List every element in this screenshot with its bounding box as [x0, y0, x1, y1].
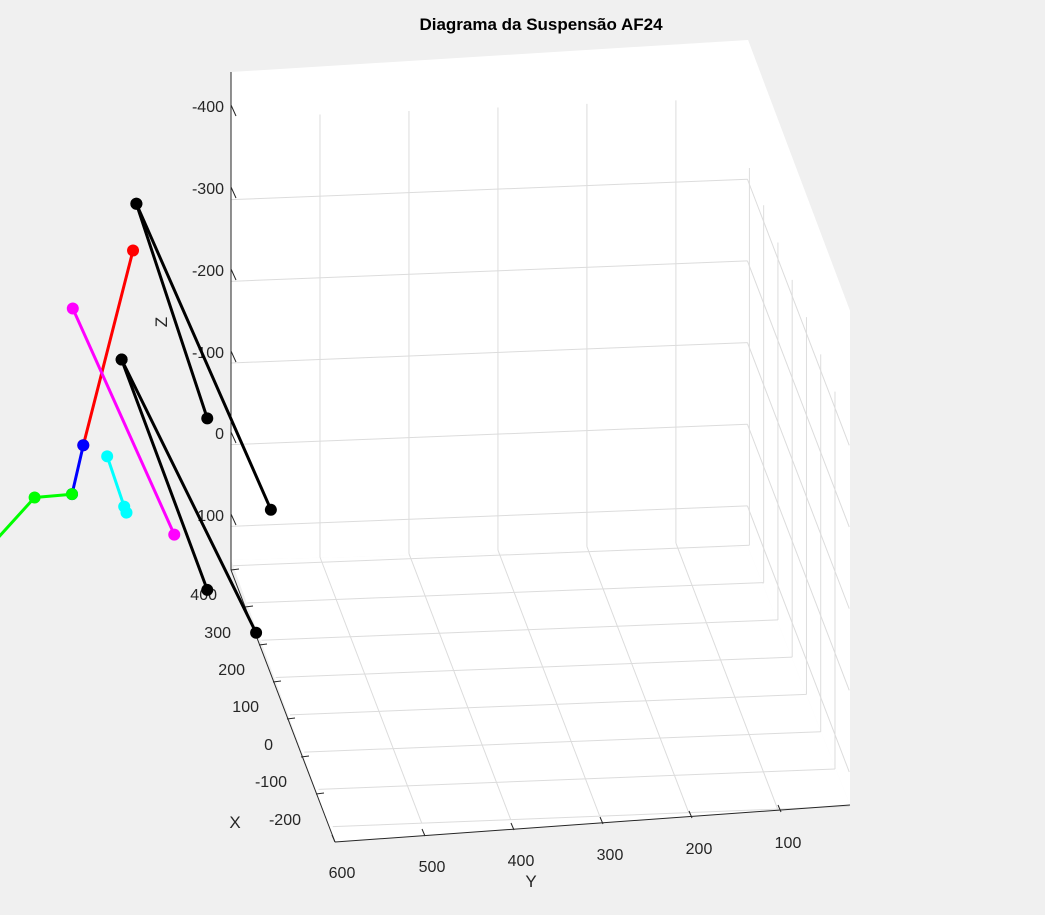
x-tick-mark: [286, 717, 296, 720]
y-tick-label: 100: [775, 835, 802, 852]
z-tick-label: 100: [197, 508, 224, 525]
y-tick-label: 600: [329, 865, 356, 882]
gridline: [247, 582, 764, 604]
series-point-tie-rod: [66, 302, 79, 315]
series-line-lower-wishbone-front: [120, 358, 209, 592]
series-point-tie-rod: [168, 528, 181, 541]
series-line-rocker: [70, 443, 85, 496]
z-tick-label: 0: [215, 426, 224, 443]
gridline: [746, 342, 850, 609]
x-tick-label: 100: [232, 699, 259, 716]
z-tick-label: -300: [192, 181, 224, 198]
x-tick-mark: [315, 792, 325, 795]
x-axis-label: X: [229, 813, 240, 832]
y-tick-mark: [331, 834, 336, 843]
y-axis-line: [334, 804, 851, 843]
x-tick-mark: [300, 755, 310, 758]
y-tick-labels: 600 500 400 300 200 100: [329, 835, 802, 882]
z-tick-label: -100: [192, 345, 224, 362]
chart-title: Diagrama da Suspensão AF24: [419, 15, 663, 34]
series-point-lower-wishbone-rear: [250, 626, 263, 639]
y-tick-mark: [777, 804, 782, 813]
gridline: [497, 549, 601, 817]
x-tick-labels: 400 300 200 100 0 -100 -200: [190, 587, 301, 829]
side-wall: [748, 40, 850, 805]
y-tick-mark: [421, 828, 426, 837]
z-tick-mark: [230, 513, 237, 526]
series-point-upright: [101, 450, 114, 463]
gridline: [304, 731, 821, 753]
series-point-upper-wishbone-rear: [264, 503, 277, 516]
gridline: [319, 556, 423, 824]
series-point-upper-wishbone-front: [201, 412, 214, 425]
x-tick-label: -100: [255, 774, 287, 791]
floor-plane: [231, 547, 850, 842]
series-point-rocker: [77, 439, 90, 452]
series-point-lower-wishbone-front: [201, 583, 214, 596]
gridline: [230, 423, 748, 446]
y-tick-label: 300: [597, 847, 624, 864]
gridline: [230, 260, 748, 282]
series-point-pushrod: [127, 244, 140, 257]
z-tick-mark: [230, 104, 237, 117]
gridline: [586, 546, 690, 813]
y-tick-label: 200: [686, 841, 713, 858]
x-tick-mark: [230, 568, 240, 571]
gridline: [746, 505, 850, 773]
y-tick-mark: [510, 822, 515, 831]
z-axis-label: Z: [152, 317, 171, 327]
gridline: [675, 542, 779, 810]
series-line-pushrod: [81, 249, 135, 447]
z-tick-mark: [230, 431, 237, 444]
gridline: [261, 619, 778, 641]
x-tick-label: 0: [264, 737, 273, 754]
x-tick-label: 200: [218, 662, 245, 679]
gridlines: [230, 100, 850, 828]
z-tick-label: -400: [192, 99, 224, 116]
z-tick-mark: [230, 350, 237, 363]
x-tick-mark: [244, 605, 254, 608]
gridline: [746, 424, 850, 691]
series-point-damper: [28, 491, 41, 504]
gridline: [746, 179, 850, 446]
gridline: [408, 553, 512, 820]
plot-series: [0, 197, 277, 639]
series-line-lower-wishbone-rear: [120, 358, 258, 635]
y-tick-mark: [599, 816, 604, 825]
z-tick-mark: [230, 268, 237, 281]
x-tick-label: -200: [269, 812, 301, 829]
z-tick-label: -200: [192, 263, 224, 280]
x-tick-label: 300: [204, 625, 231, 642]
y-tick-mark: [688, 810, 693, 819]
series-point-upper-wishbone-rear: [130, 197, 143, 210]
gridline: [332, 805, 850, 828]
y-tick-label: 400: [508, 853, 535, 870]
series-point-lower-wishbone-rear: [115, 353, 128, 366]
z-tick-mark: [230, 186, 237, 199]
series-line-upper-wishbone-rear: [134, 202, 273, 512]
y-axis-label: Y: [525, 872, 536, 891]
tick-marks: [230, 104, 782, 843]
x-tick-mark: [258, 643, 268, 646]
gridline: [230, 505, 748, 527]
gridline: [232, 544, 750, 567]
gridline: [318, 768, 835, 790]
gridline: [230, 342, 748, 364]
series-line-upper-wishbone-front: [134, 202, 209, 420]
gridline: [230, 178, 748, 201]
y-tick-label: 500: [419, 859, 446, 876]
x-tick-mark: [272, 680, 282, 683]
series-point-upright: [120, 506, 133, 519]
gridline: [289, 693, 807, 716]
back-wall: [231, 40, 850, 770]
axes-walls: [231, 40, 850, 842]
series-line-tie-rod: [71, 307, 176, 537]
gridline: [275, 656, 793, 679]
gridline: [746, 260, 850, 528]
z-tick-labels: -400 -300 -200 -100 0 100: [192, 99, 224, 525]
series-point-damper: [66, 488, 79, 501]
